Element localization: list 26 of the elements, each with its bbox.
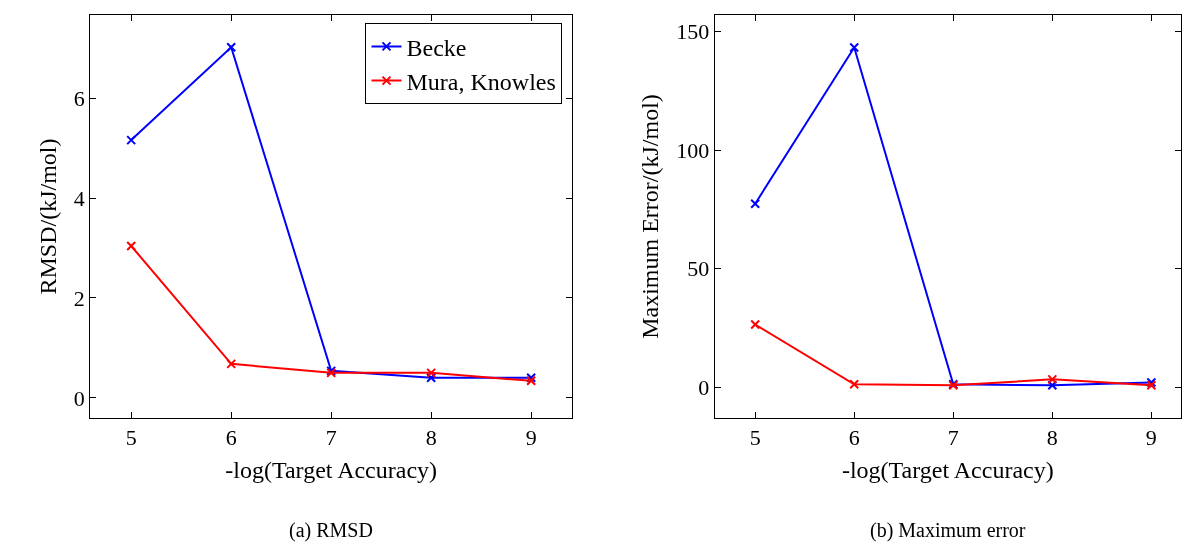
legend-label: Mura, Knowles: [406, 68, 556, 95]
text: (a) RMSD: [289, 519, 373, 542]
x-tick-label: 7: [325, 425, 337, 451]
text: (b) Maximum error: [870, 519, 1026, 542]
x-tick-label: 8: [425, 425, 437, 451]
y-tick-label: 6: [73, 85, 85, 111]
x-axis-title: -log(Target Accuracy): [841, 457, 1054, 484]
x-tick-label: 9: [1145, 425, 1157, 451]
x-tick-label: 6: [848, 425, 860, 451]
y-tick-label: 4: [73, 185, 85, 211]
x-tick-label: 5: [125, 425, 137, 451]
x-tick-label: 8: [1046, 425, 1058, 451]
y-tick-label: 100: [676, 137, 710, 163]
x-tick-label: 6: [225, 425, 237, 451]
x-tick-label: 9: [525, 425, 537, 451]
y-axis-title: RMSD/(kJ/mol): [34, 138, 61, 295]
x-axis-title: -log(Target Accuracy): [225, 457, 438, 484]
y-axis-title: Maximum Error/(kJ/mol): [637, 94, 664, 339]
y-tick-label: 50: [687, 256, 710, 282]
y-tick-label: 0: [698, 375, 710, 401]
y-tick-label: 2: [73, 285, 85, 311]
y-tick-label: 150: [676, 19, 710, 45]
y-tick-label: 0: [73, 385, 85, 411]
x-tick-label: 7: [947, 425, 959, 451]
legend-label: Becke: [406, 34, 467, 61]
x-tick-label: 5: [749, 425, 761, 451]
